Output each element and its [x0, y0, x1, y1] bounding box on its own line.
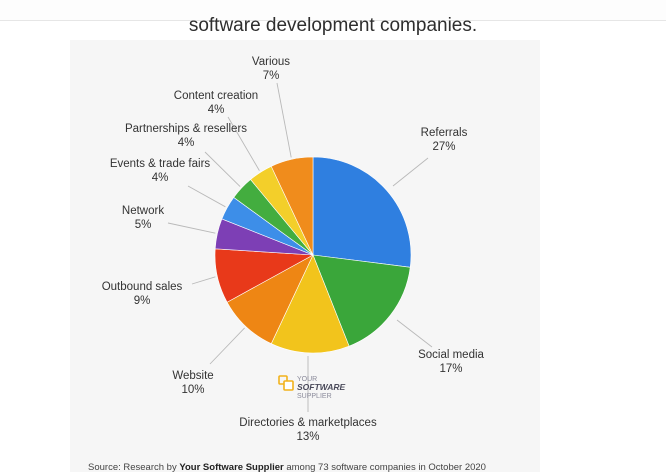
- slice-percent-outbound-sales: 9%: [134, 295, 151, 307]
- your-software-supplier-logo: YOUR SOFTWARE SUPPLIER: [278, 375, 345, 400]
- logo-text-your: YOUR: [297, 376, 317, 383]
- slice-label-outbound-sales: Outbound sales: [102, 281, 183, 293]
- slice-label-directories-and-marketplaces: Directories & marketplaces: [239, 417, 377, 429]
- page-title: software development companies.: [188, 15, 478, 36]
- pie-slice-various: [270, 156, 314, 256]
- slice-percent-referrals: 27%: [432, 141, 455, 153]
- leader-line-partnerships-and-resellers: [204, 151, 241, 187]
- slice-label-various: Various: [252, 56, 290, 68]
- slice-label-partnerships-and-resellers: Partnerships & resellers: [125, 123, 247, 135]
- source-suffix: among 73 software companies in October 2…: [283, 462, 486, 473]
- pie-slice-social-media: [312, 254, 411, 347]
- leader-line-outbound-sales: [191, 276, 216, 285]
- slice-percent-network: 5%: [135, 219, 152, 231]
- slice-percent-content-creation: 4%: [208, 104, 225, 116]
- logo-square-front: [283, 380, 294, 391]
- slice-percent-events-and-trade-fairs: 4%: [152, 172, 169, 184]
- slice-percent-website: 10%: [181, 384, 204, 396]
- slice-percent-various: 7%: [263, 70, 280, 82]
- source-prefix: Source: Research by: [88, 462, 180, 473]
- leader-line-website: [209, 327, 245, 365]
- slice-label-network: Network: [122, 205, 164, 217]
- top-bar: [0, 0, 666, 21]
- slice-percent-social-media: 17%: [439, 363, 462, 375]
- logo-square-back: [278, 375, 288, 385]
- leader-line-social-media: [396, 319, 433, 348]
- pie-slice-referrals: [312, 156, 412, 268]
- pie-slice-directories-and-marketplaces: [270, 254, 350, 354]
- slice-percent-partnerships-and-resellers: 4%: [178, 137, 195, 149]
- leader-line-network: [167, 222, 216, 234]
- logo-text-software: SOFTWARE: [297, 382, 345, 392]
- source-note: Source: Research by Your Software Suppli…: [88, 462, 486, 473]
- leader-line-various: [276, 82, 292, 158]
- slice-label-referrals: Referrals: [421, 127, 468, 139]
- logo-text-supplier: SUPPLIER: [297, 393, 332, 400]
- leader-line-content-creation: [227, 116, 260, 171]
- slice-percent-directories-and-marketplaces: 13%: [296, 431, 319, 443]
- slice-label-events-and-trade-fairs: Events & trade fairs: [110, 158, 211, 170]
- source-brand: Your Software Supplier: [179, 462, 284, 473]
- leader-line-events-and-trade-fairs: [187, 185, 226, 208]
- slice-label-website: Website: [172, 370, 213, 382]
- leader-line-referrals: [392, 157, 429, 187]
- slice-label-content-creation: Content creation: [174, 90, 258, 102]
- slice-label-social-media: Social media: [418, 349, 484, 361]
